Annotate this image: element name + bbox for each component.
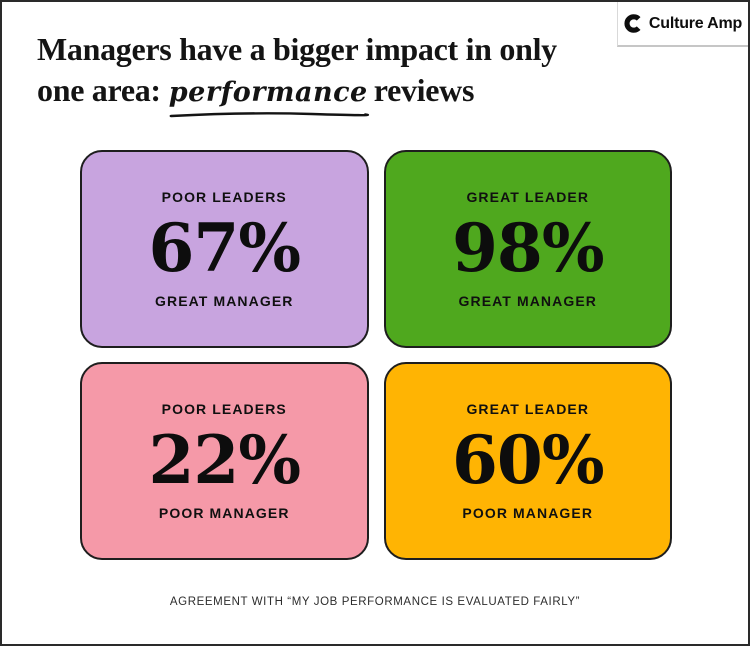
title-line-1: Managers have a bigger impact in only [37, 31, 557, 67]
card-poor-leaders-great-manager: POOR LEADERS 67% GREAT MANAGER [80, 150, 369, 348]
percentage-value: 60% [451, 421, 605, 499]
survey-question-caption: AGREEMENT WITH “MY JOB PERFORMANCE IS EV… [169, 596, 581, 608]
title-line-2-prefix: one area: [37, 72, 161, 108]
page-title: Managers have a bigger impact in only on… [37, 29, 557, 118]
percentage-value: 98% [451, 209, 605, 287]
leader-label: GREAT LEADER [466, 189, 590, 205]
culture-amp-logo: Culture Amp [617, 2, 748, 47]
culture-amp-c-icon [624, 14, 641, 33]
manager-label: POOR MANAGER [462, 505, 594, 521]
percentage-value: 22% [148, 421, 301, 499]
leader-label: POOR LEADERS [161, 401, 287, 417]
card-grid: POOR LEADERS 67% GREAT MANAGER GREAT LEA… [80, 150, 672, 560]
percentage-value: 67% [148, 209, 301, 287]
card-great-leader-great-manager: GREAT LEADER 98% GREAT MANAGER [383, 150, 672, 348]
handdrawn-underline [169, 112, 369, 118]
title-highlight-word: performance [167, 72, 370, 118]
leader-label: GREAT LEADER [466, 401, 590, 417]
card-poor-leaders-poor-manager: POOR LEADERS 22% POOR MANAGER [80, 362, 369, 560]
leader-label: POOR LEADERS [161, 189, 287, 205]
title-line-2: one area: performance reviews [37, 70, 557, 118]
manager-label: GREAT MANAGER [458, 293, 597, 309]
card-great-leader-poor-manager: GREAT LEADER 60% POOR MANAGER [383, 362, 672, 560]
manager-label: GREAT MANAGER [155, 293, 294, 309]
manager-label: POOR MANAGER [158, 505, 290, 521]
title-line-2-suffix: reviews [373, 72, 475, 108]
brand-name: Culture Amp [648, 14, 743, 32]
